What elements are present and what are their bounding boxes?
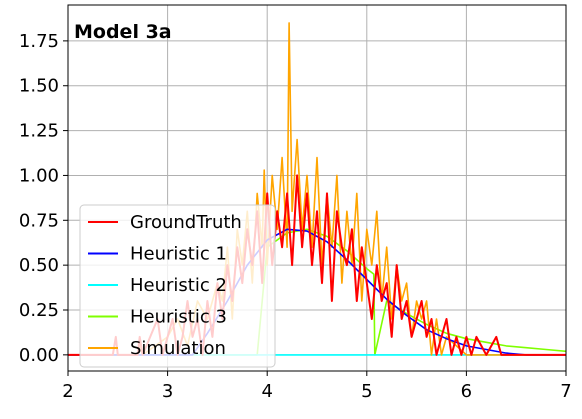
y-tick-label: 0.50	[19, 255, 59, 276]
y-tick-label: 1.75	[19, 31, 59, 52]
legend-label: Simulation	[130, 338, 226, 359]
legend-label: GroundTruth	[130, 212, 242, 233]
y-tick-label: 1.50	[19, 76, 59, 97]
y-tick-label: 0.75	[19, 210, 59, 231]
panel-title: Model 3a	[74, 21, 172, 43]
legend-box	[79, 204, 276, 368]
x-tick-label: 5	[361, 381, 372, 402]
y-tick-label: 0.25	[19, 300, 59, 321]
x-tick-label: 7	[560, 381, 571, 402]
x-tick-label: 2	[62, 381, 73, 402]
legend-label: Heuristic 2	[130, 275, 227, 296]
y-tick-label: 1.25	[19, 121, 59, 142]
x-tick-label: 3	[162, 381, 173, 402]
plot-frame	[67, 4, 567, 372]
y-tick-label: 1.00	[19, 165, 59, 186]
legend-label: Heuristic 1	[130, 244, 227, 265]
legend-label: Heuristic 3	[130, 307, 227, 328]
legend: GroundTruth Heuristic 1 Heuristic 2 Heurist…	[79, 204, 276, 368]
y-tick-label: 0.00	[19, 345, 59, 366]
x-tick-label: 4	[261, 381, 272, 402]
tick-labels: 2 3 4 5 6 7 0.00 0.25 0.50 0.75 1.00 1.25 1.50 1.75	[19, 31, 572, 402]
x-tick-label: 6	[461, 381, 472, 402]
